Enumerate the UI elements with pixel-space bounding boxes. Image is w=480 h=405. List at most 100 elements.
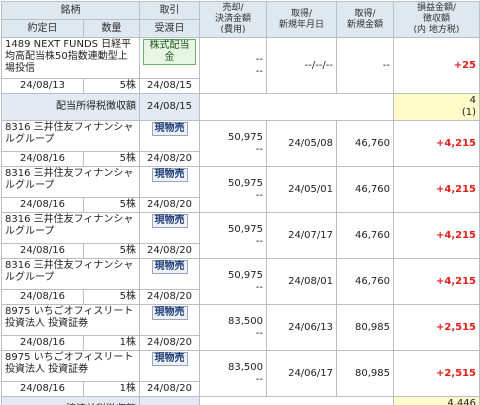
- table-cell: 50,975 --: [199, 120, 267, 167]
- table-cell: 現物売: [139, 304, 200, 336]
- cell-text: 50,975: [228, 269, 263, 281]
- trade-subrow: 24/08/16 1株 24/08/20: [1, 335, 480, 351]
- table-cell: 24/08/13: [1, 78, 84, 94]
- table-cell: +4,215: [393, 258, 480, 305]
- table-cell: --/--/--: [266, 37, 337, 94]
- table-cell: 5株: [83, 243, 140, 259]
- cell-text: --: [255, 65, 263, 77]
- cell-text: 4,446: [447, 398, 476, 405]
- cell-text: 現物売: [151, 122, 188, 136]
- table-cell: 83,500 --: [199, 350, 267, 397]
- header-cell: 取得/新規金額: [336, 1, 394, 38]
- header-cell: 数量: [83, 19, 140, 38]
- cell-text: --: [255, 281, 263, 293]
- table-cell: 24/08/16: [1, 381, 84, 397]
- table-cell: 24/08/20: [139, 197, 200, 213]
- table-cell: 50,975 --: [199, 258, 267, 305]
- header-text: 損益金額/: [416, 3, 457, 13]
- cell-text: 現物売: [151, 214, 188, 228]
- table-cell: 24/08/20: [139, 381, 200, 397]
- cell-text: --: [255, 327, 263, 339]
- table-cell: 株式配当金: [139, 37, 200, 79]
- header-text: 決済金額: [214, 14, 251, 24]
- table-cell: [199, 396, 394, 405]
- table-header: 銘柄 取引 売却/決済金額 (費用) 取得/新規年月日 取得/新規金額 損益金額/…: [1, 1, 480, 38]
- table-cell: 24/08/15: [139, 93, 200, 121]
- table-cell: 80,985: [336, 350, 394, 397]
- header-cell: 約定日: [1, 19, 84, 38]
- table-cell: 8975 いちごオフィスリート投資法人 投資証券: [1, 304, 140, 336]
- table-cell: 24/08/16: [1, 243, 84, 259]
- table-cell: 8316 三井住友フィナンシャルグループ: [1, 258, 140, 290]
- table-cell: 24/06/17: [266, 350, 337, 397]
- header-cell: 損益金額/徴収額 (内 地方税): [393, 1, 480, 38]
- table-cell: 4 (1): [393, 93, 480, 121]
- table-cell: +4,215: [393, 212, 480, 259]
- cell-text: (1): [461, 107, 476, 118]
- tax-row: 譲渡益税徴収額24/08/20 4,446(1,094): [1, 396, 480, 405]
- table-cell: 現物売: [139, 166, 200, 198]
- table-cell: --: [336, 37, 394, 94]
- table-cell: +2,515: [393, 304, 480, 351]
- table-cell: 4,446(1,094): [393, 396, 480, 405]
- tax-row: 配当所得税徴収額 24/08/15 4 (1): [1, 93, 480, 121]
- table-cell: +4,215: [393, 120, 480, 167]
- cell-text: --: [255, 53, 263, 65]
- trade-row: 8975 いちごオフィスリート投資法人 投資証券 現物売 83,500 -- 24/06…: [1, 304, 480, 351]
- cell-text: 株式配当金: [143, 39, 196, 65]
- header-text: 新規金額: [346, 19, 383, 30]
- table-cell: 5株: [83, 78, 140, 94]
- table-cell: 5株: [83, 151, 140, 167]
- cell-text: 50,975: [228, 177, 263, 189]
- table-cell: 50,975 --: [199, 212, 267, 259]
- table-cell: 8316 三井住友フィナンシャルグループ: [1, 120, 140, 152]
- table-cell: 24/08/16: [1, 289, 84, 305]
- table-cell: 24/05/01: [266, 166, 337, 213]
- table-cell: 46,760: [336, 212, 394, 259]
- table-cell: +4,215: [393, 166, 480, 213]
- cell-text: 現物売: [151, 306, 188, 320]
- trade-row: 8316 三井住友フィナンシャルグループ 現物売 50,975 -- 24/05/08 4…: [1, 120, 480, 167]
- cell-text: 現物売: [151, 352, 188, 366]
- trade-subrow: 24/08/16 5株 24/08/20: [1, 197, 480, 213]
- table-cell: 46,760: [336, 258, 394, 305]
- table-cell: 24/08/20: [139, 243, 200, 259]
- table-cell: 83,500 --: [199, 304, 267, 351]
- table-cell: 24/08/16: [1, 151, 84, 167]
- table-cell: 現物売: [139, 258, 200, 290]
- trade-subrow: 24/08/13 5株 24/08/15: [1, 78, 480, 94]
- table-cell: -- --: [199, 37, 267, 94]
- table-cell: 1株: [83, 335, 140, 351]
- table-cell: 1株: [83, 381, 140, 397]
- table-cell: 5株: [83, 197, 140, 213]
- header-cell: 取引: [139, 1, 200, 20]
- table-cell: 24/08/01: [266, 258, 337, 305]
- table-cell: 24/08/16: [1, 197, 84, 213]
- cell-text: 50,975: [228, 131, 263, 143]
- table-cell: 24/06/13: [266, 304, 337, 351]
- table-cell: 24/08/16: [1, 335, 84, 351]
- table-cell: 現物売: [139, 120, 200, 152]
- header-cell: 売却/決済金額 (費用): [199, 1, 267, 38]
- cell-text: --: [255, 235, 263, 247]
- cell-text: 4: [469, 95, 476, 106]
- table-cell: 24/08/20: [139, 289, 200, 305]
- header-text: 新規年月日: [278, 19, 324, 30]
- cell-text: 83,500: [228, 361, 263, 373]
- table-cell: 80,985: [336, 304, 394, 351]
- cell-text: --: [255, 189, 263, 201]
- table-cell: +2,515: [393, 350, 480, 397]
- table-cell: 配当所得税徴収額: [1, 93, 140, 121]
- trade-row: 8316 三井住友フィナンシャルグループ 現物売 50,975 -- 24/08/01 4…: [1, 258, 480, 305]
- table-cell: 46,760: [336, 166, 394, 213]
- trade-row: 8316 三井住友フィナンシャルグループ 現物売 50,975 -- 24/05/01 4…: [1, 166, 480, 213]
- table-cell: 24/08/15: [139, 78, 200, 94]
- cell-text: --: [255, 143, 263, 155]
- table-cell: 現物売: [139, 350, 200, 382]
- table-cell: 24/05/08: [266, 120, 337, 167]
- table-cell: 1489 NEXT FUNDS 日経平均高配当株50指数連動型上場投信: [1, 37, 140, 79]
- trade-subrow: 24/08/16 1株 24/08/20: [1, 381, 480, 397]
- table-cell: 24/07/17: [266, 212, 337, 259]
